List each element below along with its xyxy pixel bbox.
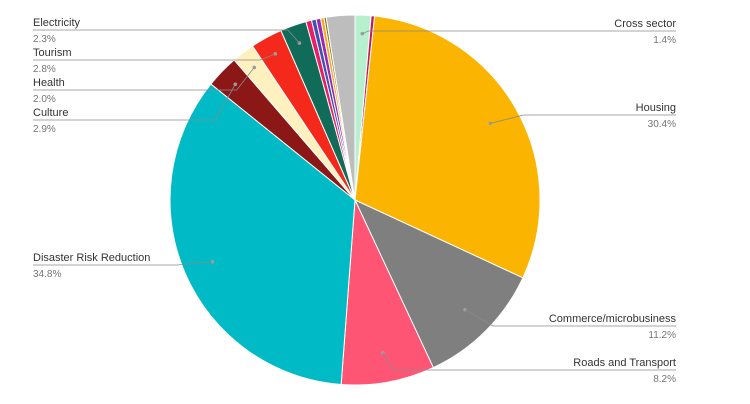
leader-line-health: [33, 67, 255, 91]
label-health: Health: [33, 77, 65, 89]
leader-line-roads-and-transport: [382, 352, 676, 371]
label-tourism: Tourism: [33, 47, 72, 59]
label-roads-and-transport: Roads and Transport: [573, 357, 676, 369]
slice-disaster-risk-reduction: [169, 83, 356, 386]
slice-labels: Cross sector 1.4% Housing 30.4% Commerce/mic…: [33, 17, 676, 385]
label-electricity: Electricity: [33, 17, 81, 29]
leader-lines: [33, 29, 676, 371]
label-cross-sector: Cross sector: [614, 18, 676, 30]
value-commerce-microbusiness: 11.2%: [648, 330, 676, 341]
value-electricity: 2.3%: [33, 34, 56, 45]
value-tourism: 2.8%: [33, 64, 56, 75]
label-commerce-microbusiness: Commerce/microbusiness: [549, 313, 677, 325]
slice-housing: [354, 15, 541, 279]
value-housing: 30.4%: [648, 119, 676, 130]
leader-dot-commerce-microbusiness: [463, 307, 467, 312]
value-disaster-risk-reduction: 34.8%: [33, 269, 61, 280]
leader-line-cross-sector: [362, 30, 676, 35]
slice-minor-15: [325, 14, 356, 201]
slice-roads-and-transport: [340, 198, 434, 386]
value-health: 2.0%: [33, 94, 56, 105]
value-culture: 2.9%: [33, 124, 56, 135]
leader-line-disaster-risk-reduction: [33, 261, 213, 266]
slice-commerce-microbusiness: [353, 198, 524, 369]
pie-slices: [169, 14, 541, 386]
leader-line-tourism: [33, 53, 276, 61]
leader-line-electricity: [33, 29, 300, 44]
leader-dot-tourism: [273, 52, 278, 56]
leader-line-housing: [490, 114, 676, 124]
leader-dot-cross-sector: [360, 31, 365, 36]
leader-dot-roads-and-transport: [381, 351, 385, 355]
value-cross-sector: 1.4%: [653, 35, 676, 46]
value-roads-and-transport: 8.2%: [653, 374, 676, 385]
leader-line-commerce-microbusiness: [464, 309, 676, 327]
label-disaster-risk-reduction: Disaster Risk Reduction: [33, 252, 150, 264]
label-culture: Culture: [33, 107, 68, 119]
leader-dot-disaster-risk-reduction: [210, 260, 215, 264]
label-housing: Housing: [636, 102, 676, 114]
leader-line-culture: [33, 84, 236, 121]
